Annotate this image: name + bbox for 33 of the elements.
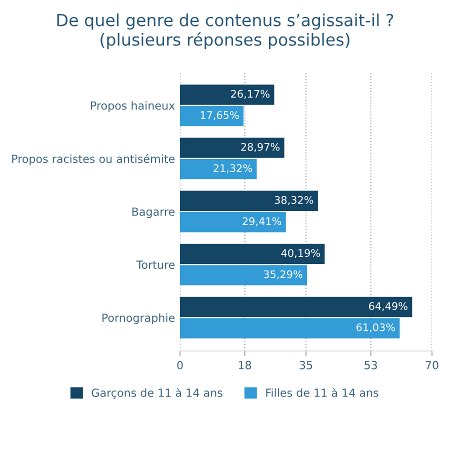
legend-label: Garçons de 11 à 14 ans — [92, 388, 222, 399]
data-label: 29,41% — [242, 217, 282, 226]
y-tick-label: Torture — [136, 260, 175, 269]
bar — [180, 244, 325, 264]
x-tick-label: 35 — [300, 360, 312, 370]
x-tick-label: 18 — [238, 360, 252, 370]
y-tick-label: Bagarre — [132, 208, 175, 218]
x-tick-label: 70 — [426, 360, 438, 370]
bar — [180, 265, 308, 286]
data-label: 35,29% — [264, 270, 302, 280]
bar — [180, 84, 274, 105]
bar — [180, 106, 244, 126]
bar — [180, 318, 400, 338]
data-label: 28,97% — [241, 142, 280, 152]
x-tick-label: 0 — [177, 360, 183, 370]
legend-label: Filles de 11 à 14 ans — [266, 388, 378, 397]
bar — [180, 158, 257, 180]
data-label: 17,65% — [200, 111, 239, 120]
data-label: 40,19% — [281, 249, 320, 258]
y-tick-label: Propos haineux — [91, 101, 175, 112]
bar — [180, 190, 318, 211]
chart-title: De quel genre de contenus s’agissait-il ? (plusieurs réponses possibles) — [57, 14, 394, 50]
data-label: 61,03% — [356, 323, 395, 332]
y-tick-label: Pornographie — [102, 313, 175, 324]
data-label: 64,49% — [369, 302, 408, 312]
x-tick-label: 53 — [364, 360, 377, 370]
bar — [180, 296, 412, 318]
bar — [180, 138, 284, 158]
data-label: 38,32% — [274, 196, 314, 205]
data-label: 26,17% — [231, 90, 270, 99]
bar — [180, 212, 286, 232]
data-label: 21,32% — [214, 164, 252, 174]
y-tick-label: Propos racistes ou antisémite — [12, 154, 175, 166]
